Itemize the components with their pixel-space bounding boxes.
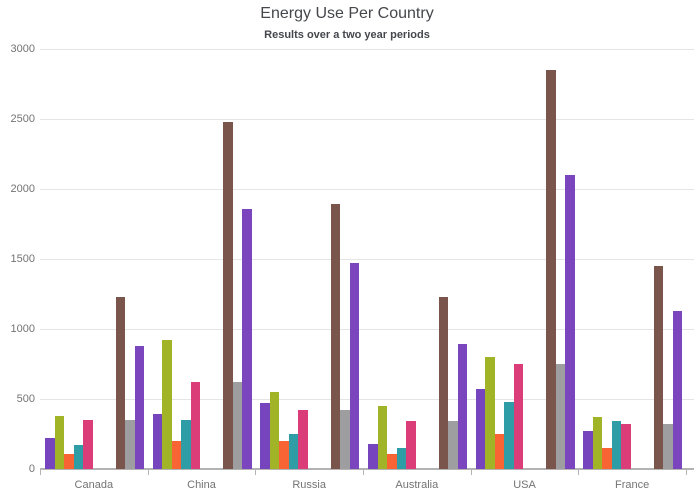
x-axis-label-russia: Russia	[292, 479, 326, 491]
bar-usa-brown	[546, 70, 556, 469]
y-axis-label-3000: 3000	[10, 43, 35, 55]
bar-australia-gray	[448, 421, 458, 469]
bar-usa-gray	[555, 364, 566, 469]
y-gridline-500	[40, 399, 694, 400]
y-axis-label-1000: 1000	[10, 323, 35, 335]
bar-china-teal	[181, 420, 191, 469]
x-axis-tick	[40, 469, 41, 475]
bar-canada-brown	[115, 296, 125, 469]
y-gridline-3000	[40, 49, 694, 50]
bar-china-brown	[223, 121, 233, 469]
bar-russia-gray	[340, 410, 350, 469]
bar-france-orange	[602, 448, 612, 469]
y-gridline-2000	[40, 189, 694, 190]
bar-usa-olive	[485, 357, 495, 469]
chart-subtitle: Results over a two year periods	[264, 29, 430, 41]
bar-australia-violet	[457, 344, 467, 469]
x-axis-label-canada: Canada	[74, 479, 114, 491]
bar-usa-pink	[513, 364, 524, 469]
bar-russia-purple	[260, 403, 270, 469]
bar-china-olive	[162, 340, 172, 469]
bar-canada-teal	[73, 445, 83, 469]
bar-australia-purple	[368, 443, 378, 469]
bar-australia-pink	[406, 421, 416, 469]
x-axis-tick	[578, 469, 580, 475]
x-axis-tick	[686, 469, 687, 475]
bar-france-violet	[672, 310, 683, 469]
chart-title: Energy Use Per Country	[260, 5, 434, 22]
y-axis-label-0: 0	[28, 463, 35, 475]
x-axis-label-australia: Australia	[395, 479, 439, 491]
x-axis-tick	[255, 469, 257, 475]
x-axis-line	[40, 468, 694, 470]
bar-australia-orange	[387, 453, 397, 469]
bar-canada-gray	[125, 420, 135, 469]
bar-russia-olive	[269, 392, 280, 469]
bar-france-gray	[663, 424, 673, 469]
bar-russia-violet	[349, 263, 360, 469]
y-axis-label-500: 500	[16, 393, 35, 405]
bar-usa-teal	[504, 401, 514, 469]
bar-usa-orange	[494, 434, 505, 469]
bar-france-teal	[611, 421, 622, 469]
y-axis-label-2500: 2500	[10, 113, 35, 125]
bar-canada-violet	[134, 345, 144, 469]
bar-usa-violet	[565, 175, 575, 469]
bar-canada-pink	[83, 420, 93, 469]
bar-russia-pink	[298, 410, 308, 469]
bar-france-olive	[592, 417, 603, 469]
y-gridline-1000	[40, 329, 694, 330]
bar-russia-teal	[288, 434, 299, 469]
bar-china-gray	[232, 382, 243, 469]
bar-australia-teal	[396, 448, 406, 469]
bar-france-purple	[583, 431, 593, 469]
bar-russia-orange	[279, 441, 289, 469]
x-axis-label-china: China	[187, 479, 216, 491]
x-axis-tick	[147, 469, 149, 475]
y-axis-label-2000: 2000	[10, 183, 35, 195]
y-axis-label-1500: 1500	[10, 253, 35, 265]
bar-china-pink	[190, 382, 201, 469]
x-axis-label-france: France	[615, 479, 650, 491]
bar-china-orange	[171, 441, 182, 469]
bar-australia-brown	[438, 296, 448, 469]
bar-canada-purple	[45, 438, 55, 469]
x-axis-label-usa: USA	[513, 479, 536, 491]
y-gridline-2500	[40, 119, 694, 120]
y-gridline-1500	[40, 259, 694, 260]
bar-russia-brown	[330, 204, 341, 469]
bar-usa-purple	[475, 389, 486, 469]
x-axis-tick	[363, 469, 364, 475]
x-axis-tick	[470, 469, 472, 475]
bar-australia-olive	[377, 406, 387, 469]
bar-france-brown	[653, 266, 664, 469]
bar-france-pink	[621, 424, 631, 469]
bar-canada-olive	[54, 415, 64, 469]
bar-canada-orange	[64, 453, 74, 469]
bar-china-purple	[152, 414, 163, 469]
bar-china-violet	[242, 208, 252, 469]
